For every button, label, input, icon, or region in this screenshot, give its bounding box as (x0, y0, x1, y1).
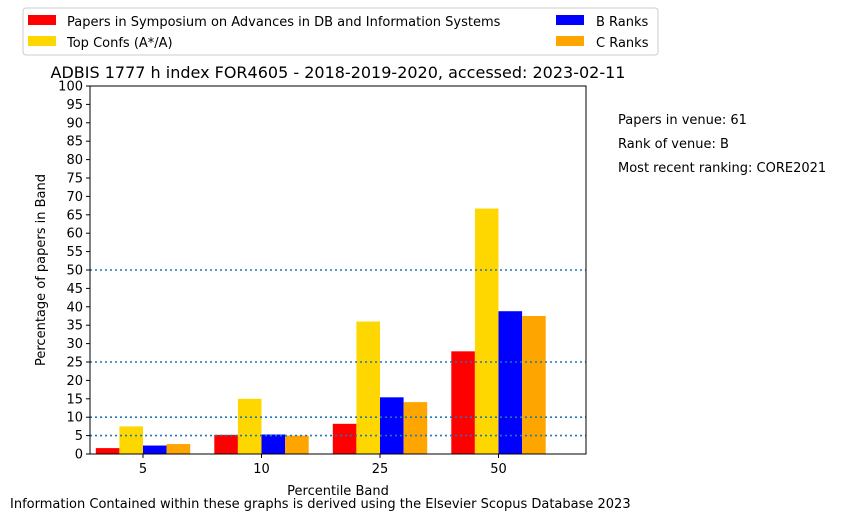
legend-swatch-0 (28, 15, 56, 25)
y-tick-label-55: 55 (66, 245, 83, 260)
bar-50-series-3 (522, 316, 546, 454)
legend-swatch-1 (28, 36, 56, 46)
x-axis: 5 10 25 50 (139, 454, 507, 477)
bars-layer (95, 208, 546, 454)
side-info: Papers in venue: 61 Rank of venue: B Mos… (618, 113, 826, 176)
side-info-ranking: Most recent ranking: CORE2021 (618, 161, 826, 176)
legend-label-2: B Ranks (596, 15, 649, 30)
footer-note: Information Contained within these graph… (10, 497, 631, 512)
y-tick-label-25: 25 (66, 356, 83, 371)
y-tick-label-10: 10 (66, 411, 83, 426)
legend-label-0: Papers in Symposium on Advances in DB an… (67, 15, 501, 30)
legend-swatch-2 (556, 15, 584, 25)
bar-50-series-0 (451, 351, 475, 454)
y-tick-label-50: 50 (66, 264, 83, 279)
y-tick-label-100: 100 (58, 80, 83, 95)
bar-25-series-3 (403, 402, 428, 454)
side-info-rank: Rank of venue: B (618, 137, 729, 152)
bar-25-series-0 (332, 423, 357, 454)
y-tick-label-35: 35 (66, 319, 83, 334)
bar-5-series-1 (119, 426, 143, 454)
y-tick-label-75: 75 (66, 172, 83, 187)
y-tick-label-15: 15 (66, 392, 83, 407)
y-tick-label-45: 45 (66, 282, 83, 297)
bar-50-series-2 (498, 311, 523, 454)
chart-title: ADBIS 1777 h index FOR4605 - 2018-2019-2… (51, 63, 626, 82)
y-tick-label-5: 5 (75, 429, 83, 444)
x-tick-label-10: 10 (253, 462, 270, 477)
bar-10-series-2 (261, 434, 286, 454)
bar-5-series-3 (166, 444, 191, 454)
y-tick-label-65: 65 (66, 208, 83, 223)
y-axis-label: Percentage of papers in Band (34, 174, 49, 366)
legend: Papers in Symposium on Advances in DB an… (22, 7, 659, 56)
y-tick-label-95: 95 (66, 98, 83, 113)
y-axis: 0 5 10 15 20 25 30 35 40 45 50 55 60 65 70 75 80 85 90 95 10… (58, 80, 90, 463)
y-tick-label-80: 80 (66, 153, 83, 168)
legend-label-1: Top Confs (A*/A) (66, 36, 173, 51)
bar-10-series-1 (237, 398, 262, 454)
bar-25-series-2 (380, 397, 404, 454)
bar-10-series-3 (285, 435, 309, 454)
y-tick-label-70: 70 (66, 190, 83, 205)
bar-10-series-0 (214, 434, 238, 454)
legend-swatch-3 (556, 36, 584, 46)
x-axis-label: Percentile Band (287, 484, 389, 499)
y-tick-label-0: 0 (75, 448, 83, 463)
y-tick-label-40: 40 (66, 300, 83, 315)
legend-frame (22, 7, 659, 56)
x-tick-label-25: 25 (372, 462, 389, 477)
legend-label-3: C Ranks (596, 36, 649, 51)
plot-frame (89, 85, 587, 455)
bar-25-series-1 (356, 321, 380, 454)
bar-5-series-0 (95, 448, 120, 454)
y-tick-label-30: 30 (66, 337, 83, 352)
bar-5-series-2 (143, 445, 167, 454)
y-tick-label-85: 85 (66, 135, 83, 150)
x-tick-label-50: 50 (490, 462, 507, 477)
x-tick-label-5: 5 (139, 462, 147, 477)
y-tick-label-60: 60 (66, 227, 83, 242)
y-tick-label-90: 90 (66, 116, 83, 131)
side-info-papers: Papers in venue: 61 (618, 113, 747, 128)
y-tick-label-20: 20 (66, 374, 83, 389)
